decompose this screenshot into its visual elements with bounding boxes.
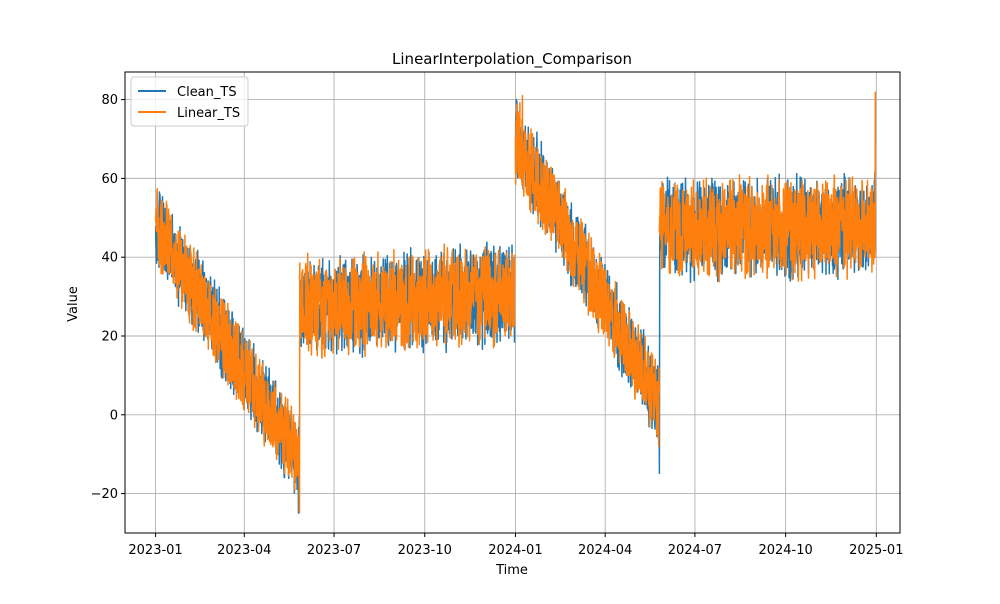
y-tick-label: 40: [101, 251, 118, 266]
legend-box: [130, 76, 249, 127]
y-axis-label: Value: [66, 286, 81, 322]
series-line-linear-ts: [154, 91, 877, 514]
x-axis-label: Time: [495, 563, 528, 578]
y-tick-label: 20: [101, 329, 118, 344]
legend-label-clean: Clean_TS: [177, 85, 237, 100]
x-tick-label: 2023-04: [217, 543, 271, 558]
x-tick-label: 2024-07: [668, 543, 722, 558]
y-tick-label: 60: [101, 172, 118, 187]
x-tick-label: 2023-01: [128, 543, 182, 558]
legend: Clean_TS Linear_TS: [130, 76, 249, 127]
x-tick-label: 2023-07: [307, 543, 361, 558]
chart-title: LinearInterpolation_Comparison: [392, 50, 632, 69]
x-tick-label: 2024-10: [758, 543, 812, 558]
grid: [125, 72, 900, 533]
x-tick-label: 2024-04: [578, 543, 632, 558]
series-layer: [154, 91, 877, 515]
x-tick-label: 2023-10: [398, 543, 452, 558]
y-tick-label: 0: [110, 408, 118, 423]
axes-frame: [124, 71, 901, 534]
y-tick-label: 80: [101, 93, 118, 108]
x-tick-label: 2024-01: [488, 543, 542, 558]
y-tick-label: −20: [91, 487, 118, 502]
ticks: 2023-01 2023-04 2023-07 2023-10 2024-01 2024-…: [91, 93, 904, 558]
x-tick-label: 2025-01: [849, 543, 903, 558]
legend-label-linear: Linear_TS: [177, 106, 240, 121]
